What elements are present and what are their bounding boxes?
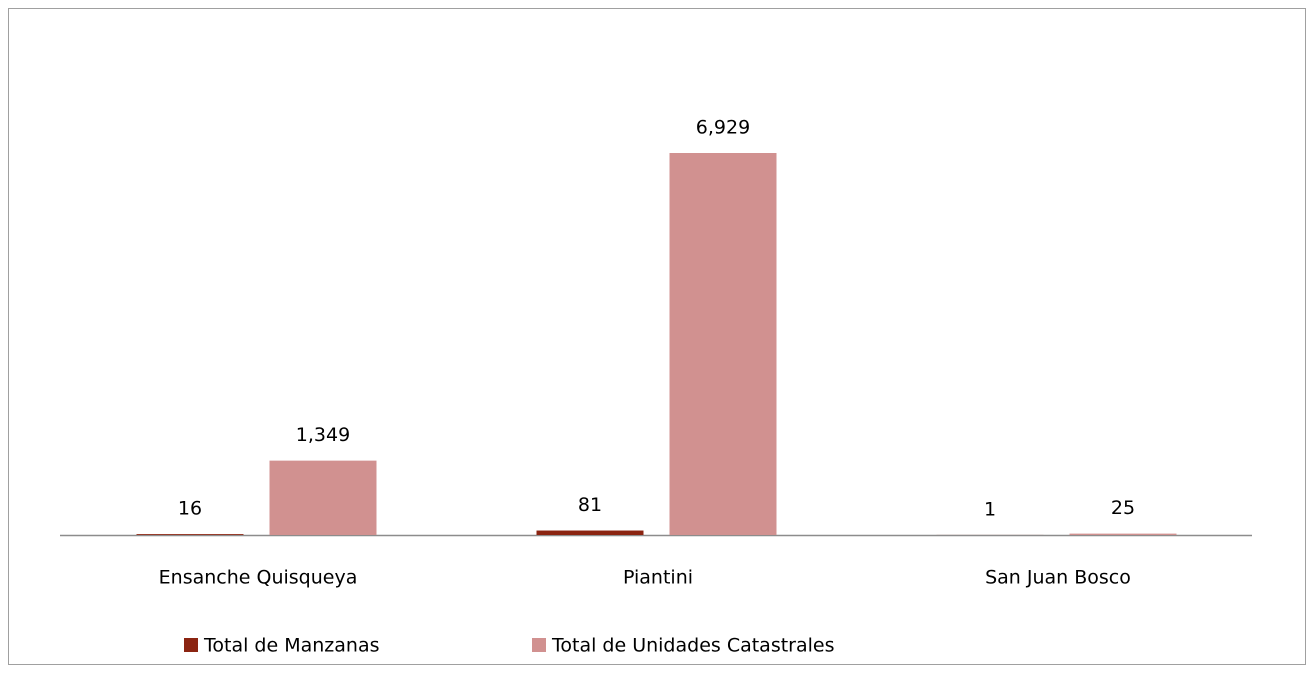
data-label: 1 [984,498,996,520]
bar [536,530,644,535]
chart-border [8,8,1306,665]
legend-label: Total de Manzanas [203,635,379,657]
data-label: 81 [578,494,602,516]
bar [1069,533,1177,535]
bar [269,460,377,535]
legend-label: Total de Unidades Catastrales [551,635,835,657]
data-label: 16 [178,498,202,520]
x-tick-label: Ensanche Quisqueya [159,567,358,589]
data-label: 6,929 [696,117,750,139]
legend-swatch [184,638,198,652]
x-tick-label: Piantini [623,567,693,589]
bar [669,153,777,535]
bar [136,534,244,535]
data-label: 1,349 [296,424,350,446]
x-tick-label: San Juan Bosco [985,567,1131,589]
data-label: 25 [1111,497,1135,519]
legend-swatch [532,638,546,652]
